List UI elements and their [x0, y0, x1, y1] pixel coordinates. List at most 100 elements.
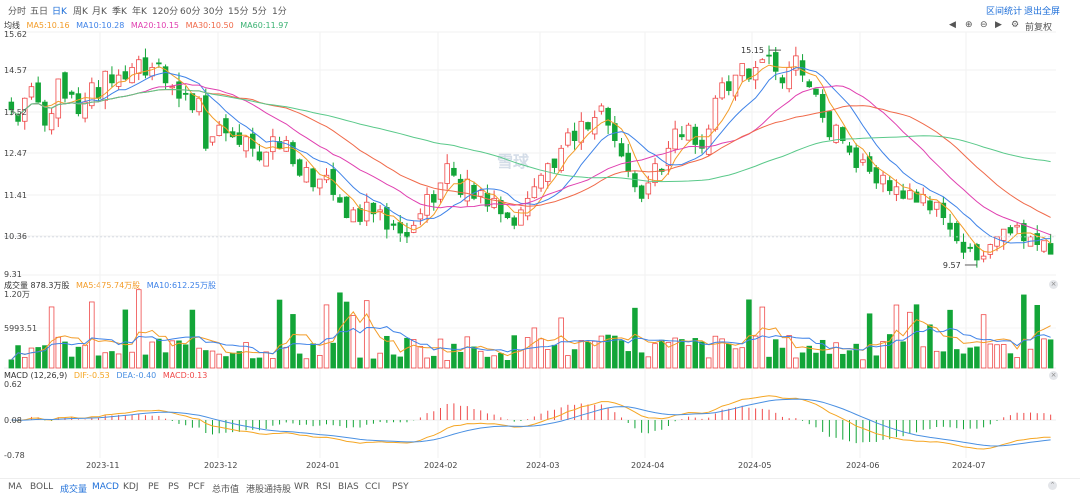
volume-bar	[799, 352, 806, 369]
candle-body	[618, 143, 625, 157]
volume-bar	[323, 304, 330, 369]
candle-body	[813, 88, 819, 95]
candle-body	[954, 222, 960, 242]
macd-title: MACD (12,26,9)	[4, 371, 68, 380]
zoom-out-icon[interactable]: ⊖	[980, 20, 988, 30]
exit-fullscreen-link[interactable]: 退出全屏	[1024, 7, 1061, 17]
volume-bar	[1000, 344, 1007, 369]
indicator-tab-14[interactable]: PSY	[392, 482, 409, 492]
range-stats-link[interactable]: 区间统计	[986, 7, 1023, 17]
close-macd-icon[interactable]: ×	[1049, 371, 1058, 380]
candle-body	[491, 197, 497, 208]
candle-body	[699, 139, 705, 149]
candle-body	[142, 57, 149, 76]
volume-bar	[504, 360, 511, 369]
volume-bar	[256, 357, 263, 369]
kline-chart[interactable]: 15.15 9.57	[0, 0, 1080, 478]
indicator-tab-11[interactable]: RSI	[316, 482, 331, 492]
volume-bar	[243, 342, 249, 369]
volume-bar	[772, 339, 779, 369]
period-tab-11[interactable]: 5分	[252, 7, 267, 17]
candle-body	[256, 151, 263, 161]
volume-bar	[89, 301, 95, 369]
candle-body	[270, 136, 276, 153]
volume-bar	[705, 357, 712, 369]
arrow-right-icon[interactable]: ▶	[995, 20, 1002, 30]
period-tab-5[interactable]: 季K	[112, 7, 127, 17]
candle-body	[719, 82, 725, 99]
volume-bar	[612, 335, 618, 369]
period-tab-3[interactable]: 周K	[73, 7, 88, 17]
ma30-legend: MA30:10.50	[185, 21, 234, 30]
indicator-tab-6[interactable]: PS	[168, 482, 180, 492]
candle-body	[109, 74, 115, 84]
volume-bar	[317, 355, 323, 369]
volume-bar	[960, 353, 967, 369]
volume-bar	[203, 350, 209, 369]
indicator-tab-3[interactable]: MACD	[92, 482, 119, 492]
ma60-line	[11, 88, 1051, 183]
collapse-icon[interactable]: ⌃	[1048, 481, 1057, 490]
volume-bar	[913, 304, 920, 369]
candle-body	[565, 132, 571, 146]
indicator-tab-13[interactable]: CCI	[365, 482, 381, 492]
volume-bar	[719, 338, 725, 369]
candle-body	[504, 212, 511, 219]
main-legend: 均线 MA5:10.16 MA10:10.28 MA20:10.15 MA30:…	[4, 20, 292, 31]
low-annotation: 9.57	[943, 261, 961, 270]
ma60-legend: MA60:11.97	[240, 21, 289, 30]
volume-bar	[571, 349, 578, 369]
indicator-tab-10[interactable]: WR	[294, 482, 310, 492]
macd-legend: MACD (12,26,9) DIF:-0.53 DEA:-0.40 MACD:…	[4, 371, 211, 380]
period-tab-0[interactable]: 分时	[8, 7, 27, 17]
volume-bar	[283, 346, 290, 369]
volume-bar	[296, 353, 303, 369]
adjust-mode[interactable]: 前复权	[1025, 23, 1053, 33]
indicator-tab-5[interactable]: PE	[148, 482, 160, 492]
indicator-bar: MA BOLL 成交量 MACD KDJ PE PS PCF 总市值 港股通持股 WR RSI BIAS…	[0, 478, 1080, 495]
indicator-tab-2[interactable]: 成交量	[60, 485, 88, 495]
candle-body	[692, 126, 699, 145]
vol-ma10-legend: MA10:612.25万股	[146, 281, 216, 290]
candle-body	[672, 128, 678, 150]
volume-bar	[384, 335, 390, 369]
period-tab-9[interactable]: 30分	[203, 7, 224, 17]
volume-bar	[270, 358, 276, 369]
indicator-tab-12[interactable]: BIAS	[338, 482, 359, 492]
close-volume-icon[interactable]: ×	[1049, 280, 1058, 289]
period-tab-2[interactable]: 日K	[52, 7, 67, 17]
candle-body	[417, 213, 424, 220]
volume-bar	[182, 344, 189, 369]
indicator-tab-4[interactable]: KDJ	[123, 482, 139, 492]
candle-body	[451, 167, 457, 176]
volume-bar	[826, 353, 833, 369]
candle-body	[384, 207, 390, 230]
period-tab-8[interactable]: 60分	[180, 7, 201, 17]
candle-body	[705, 128, 712, 155]
indicator-tab-9[interactable]: 港股通持股	[246, 485, 292, 495]
period-tab-4[interactable]: 月K	[92, 7, 107, 17]
candle-body	[370, 202, 377, 215]
period-tab-12[interactable]: 1分	[272, 7, 287, 17]
indicator-tab-8[interactable]: 总市值	[212, 485, 240, 495]
volume-bar	[645, 356, 652, 369]
zoom-in-icon[interactable]: ⊕	[965, 20, 973, 30]
month-tick-label: 2024-01	[306, 461, 340, 470]
price-tick-label: 9.31	[4, 270, 22, 279]
period-tab-1[interactable]: 五日	[30, 7, 49, 17]
arrow-left-icon[interactable]: ◀	[949, 20, 956, 30]
volume-bar	[732, 348, 739, 369]
period-tab-7[interactable]: 120分	[152, 7, 179, 17]
volume-bar	[115, 353, 122, 369]
indicator-tab-1[interactable]: BOLL	[30, 482, 54, 492]
period-tab-6[interactable]: 年K	[132, 7, 147, 17]
volume-bar	[1027, 348, 1034, 369]
ma10-legend: MA10:10.28	[76, 21, 125, 30]
volume-bar	[122, 309, 129, 369]
volume-bar	[169, 340, 176, 369]
indicator-tab-0[interactable]: MA	[8, 482, 22, 492]
indicator-tab-7[interactable]: PCF	[188, 482, 205, 492]
settings-icon[interactable]: ⚙	[1011, 20, 1020, 30]
candle-body	[28, 86, 35, 98]
period-tab-10[interactable]: 15分	[228, 7, 249, 17]
